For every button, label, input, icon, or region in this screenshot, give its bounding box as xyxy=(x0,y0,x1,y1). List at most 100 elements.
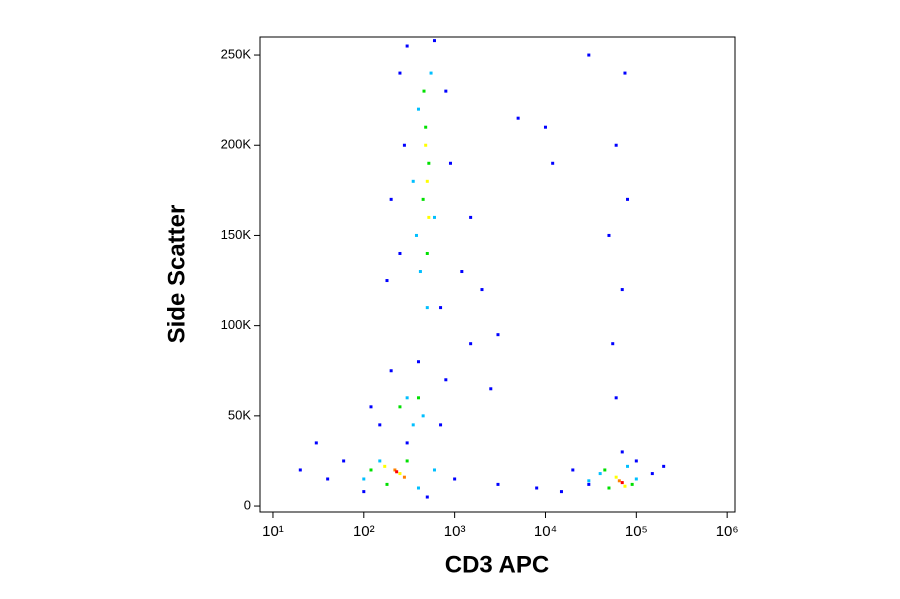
point xyxy=(424,125,428,129)
point xyxy=(411,423,415,427)
point xyxy=(480,288,484,292)
point xyxy=(439,306,443,310)
point xyxy=(369,468,373,472)
point xyxy=(427,215,431,219)
point xyxy=(614,475,618,479)
point xyxy=(626,464,630,468)
point xyxy=(405,44,409,48)
point xyxy=(587,479,591,483)
point xyxy=(418,270,422,274)
point xyxy=(630,482,634,486)
point xyxy=(587,53,591,57)
point xyxy=(411,179,415,183)
point xyxy=(393,468,397,472)
point xyxy=(425,306,429,310)
point xyxy=(634,477,638,481)
point xyxy=(623,71,627,75)
point xyxy=(469,215,473,219)
point xyxy=(626,197,630,201)
point xyxy=(444,378,448,382)
x-tick-label: 10³ xyxy=(444,523,466,540)
point xyxy=(469,342,473,346)
point xyxy=(385,279,389,283)
point xyxy=(607,486,611,490)
point xyxy=(617,479,621,483)
point xyxy=(650,472,654,476)
point xyxy=(378,459,382,463)
x-tick-label: 10² xyxy=(353,523,375,540)
x-tick-label: 10⁴ xyxy=(534,523,557,540)
point xyxy=(402,475,406,479)
point xyxy=(543,125,547,129)
point xyxy=(425,179,429,183)
point xyxy=(427,161,431,165)
x-tick-label: 10⁶ xyxy=(716,523,739,540)
point xyxy=(453,477,457,481)
point xyxy=(422,89,426,93)
point xyxy=(398,71,402,75)
point xyxy=(496,333,500,337)
y-tick-label: 0 xyxy=(244,497,251,512)
point xyxy=(326,477,330,481)
point xyxy=(398,472,402,476)
point xyxy=(432,215,436,219)
y-tick-label: 100K xyxy=(221,317,252,332)
point xyxy=(432,39,436,43)
point xyxy=(614,143,618,147)
point xyxy=(662,464,666,468)
point xyxy=(611,342,615,346)
point xyxy=(416,360,420,364)
x-axis-label: CD3 APC xyxy=(445,551,549,578)
point xyxy=(439,423,443,427)
point xyxy=(634,459,638,463)
plot-frame xyxy=(259,36,736,513)
y-tick-label: 250K xyxy=(221,46,252,61)
y-tick-label: 50K xyxy=(228,407,251,422)
point xyxy=(405,459,409,463)
point xyxy=(489,387,493,391)
point xyxy=(571,468,575,472)
point xyxy=(623,484,627,488)
point xyxy=(425,251,429,255)
point xyxy=(298,468,302,472)
point xyxy=(598,472,602,476)
point xyxy=(424,143,428,147)
point xyxy=(587,482,591,486)
x-tick-label: 10⁵ xyxy=(625,523,648,540)
point xyxy=(603,468,607,472)
point xyxy=(362,490,366,494)
point xyxy=(607,233,611,237)
point xyxy=(362,477,366,481)
point xyxy=(385,482,389,486)
point xyxy=(416,396,420,400)
point xyxy=(448,161,452,165)
point xyxy=(614,396,618,400)
point xyxy=(421,197,425,201)
point xyxy=(535,486,539,490)
point xyxy=(389,369,393,373)
point xyxy=(389,197,393,201)
y-axis-label: Side Scatter xyxy=(163,205,190,344)
point xyxy=(416,486,420,490)
point xyxy=(402,143,406,147)
x-tick-label: 10¹ xyxy=(262,523,284,540)
point xyxy=(516,116,520,120)
point xyxy=(620,288,624,292)
point xyxy=(432,468,436,472)
point xyxy=(496,482,500,486)
point xyxy=(398,251,402,255)
point xyxy=(314,441,318,445)
point xyxy=(425,495,429,499)
point xyxy=(378,423,382,427)
point xyxy=(395,470,399,474)
point xyxy=(444,89,448,93)
y-tick-label: 200K xyxy=(221,137,252,152)
point xyxy=(369,405,373,409)
point xyxy=(383,464,387,468)
point xyxy=(559,490,563,494)
y-tick-label: 150K xyxy=(221,227,252,242)
point xyxy=(414,233,418,237)
point xyxy=(398,405,402,409)
point xyxy=(460,270,464,274)
